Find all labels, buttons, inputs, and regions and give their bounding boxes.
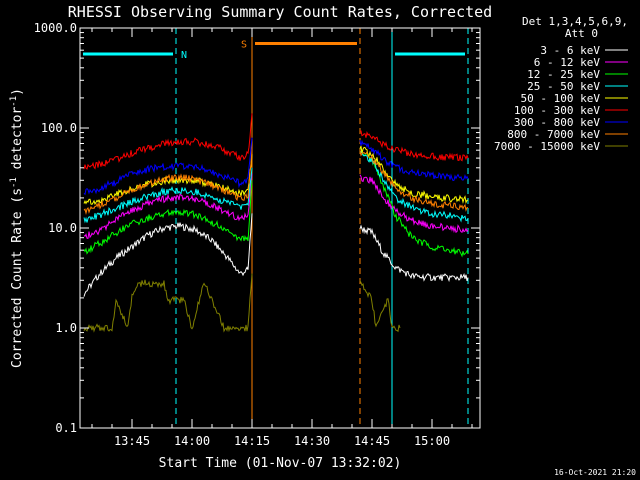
series-12-25-kev [83, 147, 469, 258]
y-axis-label-end: ) [10, 88, 25, 96]
series-800-7000-kev [83, 150, 468, 215]
series-segment-3-0 [83, 167, 253, 224]
legend-label: 7000 - 15000 keV [494, 140, 600, 153]
legend-label: 12 - 25 keV [527, 68, 600, 81]
series-segment-5-1 [359, 130, 469, 162]
legend-label: 50 - 100 keV [521, 92, 601, 105]
x-tick-label: 14:30 [294, 434, 330, 448]
y-tick-label: 1000.0 [34, 21, 77, 35]
series-segment-1-1 [359, 174, 469, 234]
y-tick-label: 1.0 [55, 321, 77, 335]
series-segment-7-1 [359, 150, 468, 212]
x-tick-label: 14:15 [234, 434, 270, 448]
plot-area: N S 0.1 1.0 10.0 100.0 1000.0 13:45 14:00 14:15… [34, 21, 481, 448]
series-segment-2-1 [359, 147, 469, 258]
y-axis-label-exp2: -1 [9, 96, 19, 107]
series-300-800-kev [83, 137, 469, 196]
footer-timestamp: 16-Oct-2021 21:20 [554, 468, 636, 477]
x-axis-label: Start Time (01-Nov-07 13:32:02) [159, 456, 402, 471]
series-7000-15000-kev [83, 273, 401, 333]
flag-label-s: S [241, 39, 247, 50]
series-segment-7-0 [83, 150, 253, 215]
series-segment-2-0 [83, 180, 253, 255]
x-tick-label: 15:00 [414, 434, 450, 448]
series-segment-1-0 [83, 173, 253, 239]
series-segment-5-0 [83, 113, 253, 170]
x-tick-label: 14:00 [174, 434, 210, 448]
series-segment-0-0 [83, 213, 253, 297]
series-segment-3-1 [359, 150, 469, 223]
series-segment-8-0 [83, 273, 253, 333]
legend-label: 800 - 7000 keV [507, 128, 600, 141]
series-segment-6-1 [359, 139, 469, 182]
series-100-300-kev [83, 113, 469, 170]
series-6-12-kev [83, 173, 469, 239]
plot-frame [79, 27, 481, 429]
x-tick-label: 13:45 [114, 434, 150, 448]
flag-label-n: N [181, 50, 187, 61]
legend-label: 25 - 50 keV [527, 80, 600, 93]
legend-label: 100 - 300 keV [514, 104, 600, 117]
series-3-6-kev [83, 213, 469, 297]
legend-label: 300 - 800 keV [514, 116, 600, 129]
series-segment-8-1 [359, 280, 401, 333]
y-tick-label: 10.0 [48, 221, 77, 235]
y-tick-label: 0.1 [55, 421, 77, 435]
x-tick-label: 14:45 [354, 434, 390, 448]
y-tick-label: 100.0 [41, 121, 77, 135]
legend-header-line2: Att 0 [565, 27, 598, 40]
legend-label: 6 - 12 keV [534, 56, 601, 69]
chart-title: RHESSI Observing Summary Count Rates, Co… [68, 3, 492, 21]
series-segment-6-0 [83, 137, 253, 196]
legend-label: 3 - 6 keV [540, 44, 600, 57]
series-25-50-kev [83, 150, 469, 224]
series-segment-0-1 [359, 224, 469, 283]
y-axis-label-main: Corrected Count Rate (s [10, 188, 25, 368]
y-axis-label-exp1: -1 [9, 177, 19, 188]
y-axis-label: Corrected Count Rate (s-1 detector-1) [9, 88, 25, 368]
y-axis-label-mid: detector [10, 107, 25, 178]
legend-header-line1: Det 1,3,4,5,6,9, [522, 15, 628, 28]
